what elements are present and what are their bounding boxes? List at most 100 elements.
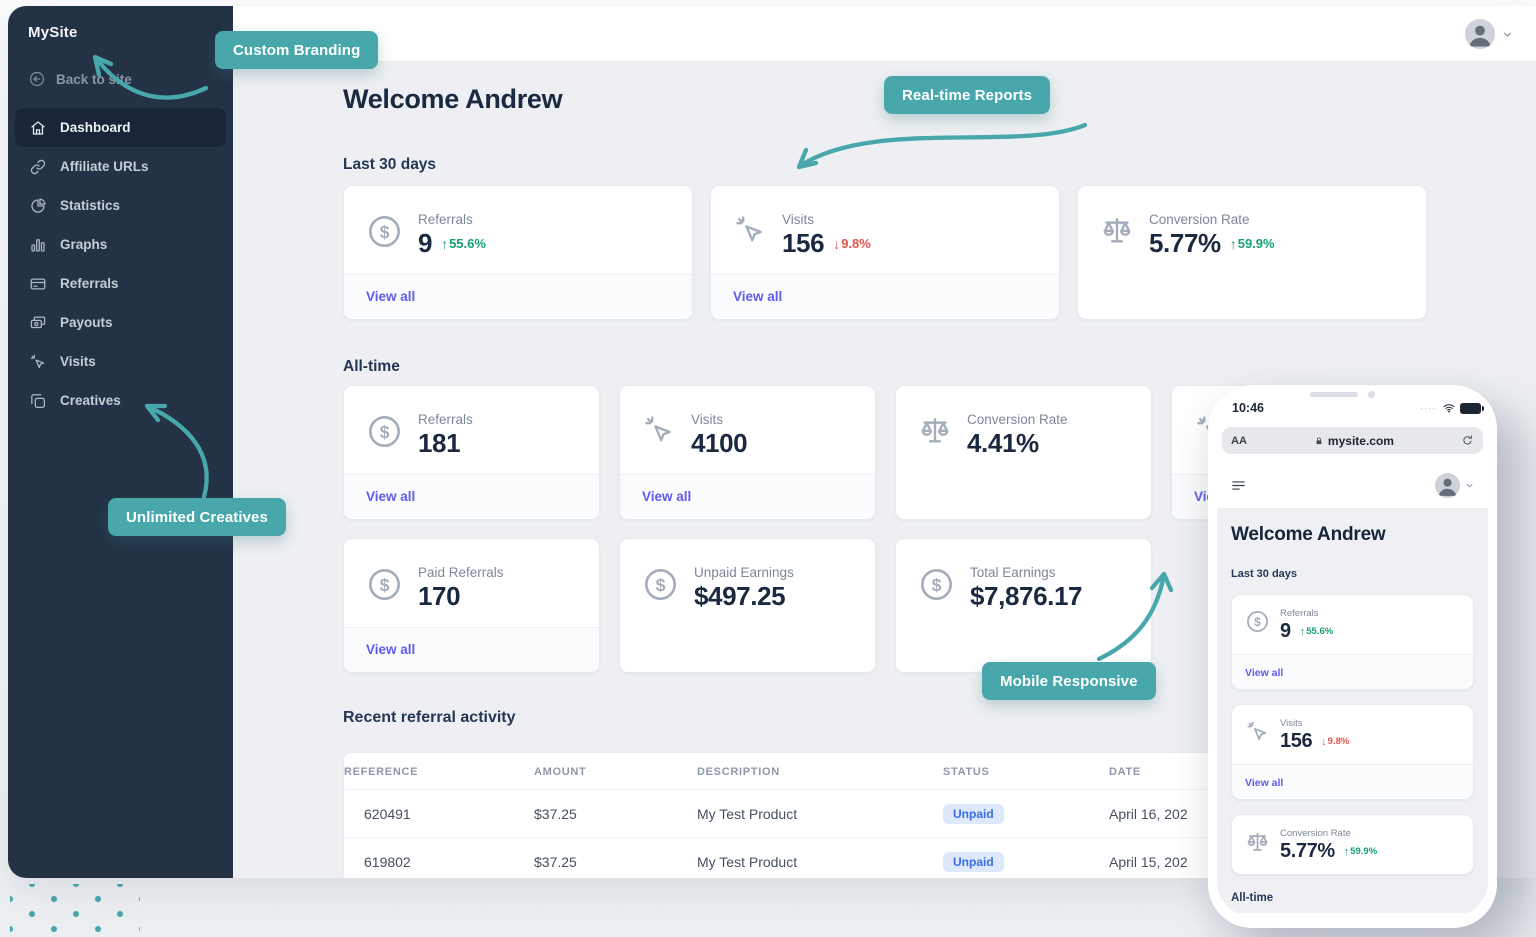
- cell-description: My Test Product: [697, 853, 798, 870]
- svg-text:$: $: [932, 575, 942, 595]
- refresh-button[interactable]: [1461, 434, 1474, 447]
- home-icon: [29, 119, 47, 137]
- stat-delta-value: 9.8%: [841, 236, 871, 251]
- stat-label: Unpaid Earnings: [694, 565, 794, 580]
- phone-mockup: 10:46 ···· AA mysite.com Welcome Andrew …: [1208, 385, 1497, 928]
- trend-up-icon: ↑: [441, 235, 449, 252]
- phone-partial-card: [1231, 913, 1474, 917]
- signal-dots-icon: ····: [1420, 403, 1436, 413]
- url-text: mysite.com: [1327, 433, 1394, 448]
- sidebar-item-statistics[interactable]: Statistics: [15, 186, 226, 225]
- view-all-link[interactable]: View all: [366, 489, 416, 504]
- dollar-circle-icon: $: [918, 566, 955, 603]
- view-all-link[interactable]: View all: [366, 642, 416, 657]
- stat-delta-down: ↓ 9.8%: [1321, 736, 1349, 748]
- phone-time: 10:46: [1232, 401, 1264, 415]
- sidebar-item-label: Payouts: [60, 315, 113, 330]
- sidebar-item-visits[interactable]: Visits: [15, 342, 226, 381]
- cell-description: My Test Product: [697, 805, 798, 822]
- stat-value-row: 4100: [691, 428, 748, 459]
- view-all-link[interactable]: View all: [642, 489, 692, 504]
- sidebar-item-affiliate-urls[interactable]: Affiliate URLs: [15, 147, 226, 186]
- stat-card-body: $ Referrals 9 ↑ 55.6%: [1232, 595, 1473, 654]
- view-all-link[interactable]: View all: [1245, 777, 1284, 789]
- stat-value: $7,876.17: [970, 581, 1083, 611]
- phone-avatar[interactable]: [1435, 473, 1460, 498]
- user-menu[interactable]: [1465, 19, 1514, 49]
- back-to-site-link[interactable]: Back to site: [28, 70, 132, 88]
- phone-speaker: [1310, 392, 1358, 397]
- view-all-link[interactable]: View all: [733, 289, 783, 304]
- view-all-link[interactable]: View all: [1245, 667, 1284, 679]
- column-header-reference: REFERENCE: [344, 766, 419, 778]
- stat-delta-down: ↓ 9.8%: [833, 236, 871, 252]
- svg-text:$: $: [380, 222, 390, 242]
- text-size-button[interactable]: AA: [1231, 434, 1247, 447]
- stat-label: Paid Referrals: [418, 565, 504, 580]
- stat-delta-up: ↑ 55.6%: [441, 236, 486, 252]
- stat-value-row: 9 ↑ 55.6%: [1280, 620, 1333, 643]
- trend-up-icon: ↑: [1343, 845, 1350, 858]
- stat-card-footer: View all: [344, 627, 599, 672]
- stat-label: Conversion Rate: [1280, 828, 1351, 839]
- stat-value-row: 156 ↓ 9.8%: [782, 228, 871, 259]
- stat-value-row: 5.77% ↑ 59.9%: [1280, 840, 1377, 863]
- stat-label: Conversion Rate: [967, 412, 1068, 427]
- sidebar-item-dashboard[interactable]: Dashboard: [15, 108, 226, 147]
- stat-value-row: 170: [418, 581, 504, 612]
- phone-section-last-30-days: Last 30 days: [1231, 568, 1298, 580]
- sidebar-item-payouts[interactable]: Payouts: [15, 303, 226, 342]
- stat-card-body: $ Referrals 9 ↑ 55.6%: [344, 186, 692, 274]
- stat-card-referrals: $ Referrals 181 View all: [343, 385, 600, 520]
- stat-label: Total Earnings: [970, 565, 1056, 580]
- trend-up-icon: ↑: [1299, 625, 1306, 638]
- callout-realtime-reports: Real-time Reports: [884, 76, 1051, 114]
- sidebar-item-referrals[interactable]: Referrals: [15, 264, 226, 303]
- phone-page-title: Welcome Andrew: [1231, 524, 1386, 545]
- stat-value: 9: [1280, 620, 1291, 642]
- stat-card-visits: Visits 4100 View all: [619, 385, 876, 520]
- browser-url-bar[interactable]: AA mysite.com: [1222, 427, 1483, 454]
- lock-icon: [1314, 436, 1324, 446]
- last-30-days-cards: $ Referrals 9 ↑ 55.6% View all Visits 156 ↓ 9.8% V…: [343, 185, 1427, 320]
- stat-card-conversion-rate: Conversion Rate 5.77% ↑ 59.9%: [1077, 185, 1427, 320]
- avatar[interactable]: [1465, 19, 1495, 49]
- stat-value: $497.25: [694, 581, 786, 611]
- scales-icon: [1100, 213, 1134, 247]
- cursor-click-icon: [29, 353, 47, 371]
- stat-value: 4100: [691, 428, 748, 458]
- table-header-row: REFERENCE AMOUNT DESCRIPTION STATUS DATE: [344, 753, 1435, 790]
- trend-down-icon: ↓: [833, 235, 841, 252]
- stat-card-text: Unpaid Earnings $497.25: [694, 565, 794, 612]
- stat-value-row: $497.25: [694, 581, 794, 612]
- stat-delta-up: ↑ 59.9%: [1230, 236, 1275, 252]
- sidebar-item-label: Creatives: [60, 393, 121, 408]
- cell-date: April 16, 202: [1109, 805, 1188, 822]
- stat-card-body: Conversion Rate 5.77% ↑ 59.9%: [1078, 186, 1426, 319]
- stat-value: 5.77%: [1280, 840, 1335, 862]
- sidebar-item-creatives[interactable]: Creatives: [15, 381, 226, 420]
- stat-card-body: Conversion Rate 4.41%: [896, 386, 1151, 519]
- stat-delta-value: 9.8%: [1327, 736, 1350, 747]
- sidebar-item-label: Referrals: [60, 276, 119, 291]
- sidebar-item-graphs[interactable]: Graphs: [15, 225, 226, 264]
- section-title-recent-activity: Recent referral activity: [343, 709, 516, 726]
- svg-text:$: $: [380, 575, 390, 595]
- phone-user-menu[interactable]: [1435, 473, 1475, 498]
- hamburger-menu-button[interactable]: [1230, 477, 1247, 494]
- cell-amount: $37.25: [534, 853, 577, 870]
- sidebar-nav: Dashboard Affiliate URLs Statistics Graphs R…: [8, 108, 233, 420]
- svg-text:$: $: [1254, 615, 1261, 629]
- chevron-down-icon: [1501, 28, 1514, 41]
- pie-chart-icon: [29, 197, 47, 215]
- stat-card-text: Conversion Rate 5.77% ↑ 59.9%: [1149, 212, 1275, 259]
- view-all-link[interactable]: View all: [366, 289, 416, 304]
- stat-card-text: Referrals 181: [418, 412, 473, 459]
- phone-stat-card-conversion-rate: Conversion Rate 5.77% ↑ 59.9%: [1231, 814, 1474, 875]
- stat-card-body: $ Paid Referrals 170: [344, 539, 599, 627]
- brand-logo: MySite: [28, 24, 78, 41]
- stat-value: 156: [782, 228, 825, 258]
- stat-card-text: Paid Referrals 170: [418, 565, 504, 612]
- cell-amount: $37.25: [534, 805, 577, 822]
- stat-card-body: Visits 156 ↓ 9.8%: [1232, 705, 1473, 764]
